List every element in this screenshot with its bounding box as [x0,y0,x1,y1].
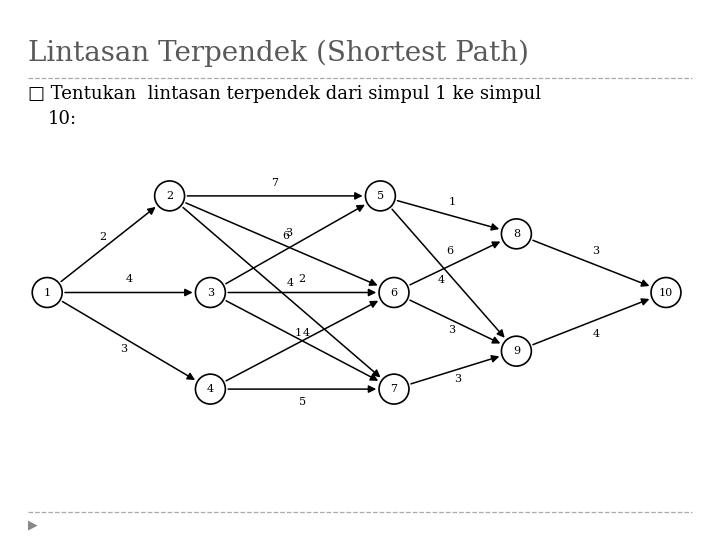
Text: 10: 10 [659,287,673,298]
Text: ▶: ▶ [28,518,37,531]
Text: 6: 6 [446,246,453,256]
Text: 4: 4 [593,329,600,339]
Circle shape [195,278,225,307]
Text: 3: 3 [285,228,292,238]
Text: 2: 2 [99,232,107,242]
Circle shape [501,336,531,366]
Text: 3: 3 [454,374,462,384]
Circle shape [155,181,184,211]
Text: 1: 1 [294,328,302,338]
Text: 3: 3 [593,246,600,256]
Text: 4: 4 [287,278,294,288]
Text: 4: 4 [303,328,310,338]
Text: Lintasan Terpendek (Shortest Path): Lintasan Terpendek (Shortest Path) [28,40,529,68]
Circle shape [195,374,225,404]
Circle shape [501,219,531,249]
Text: 2: 2 [299,274,306,285]
Text: 4: 4 [438,274,445,285]
Circle shape [366,181,395,211]
Text: 6: 6 [390,287,397,298]
Text: 4: 4 [207,384,214,394]
Text: 8: 8 [513,229,520,239]
Text: 4: 4 [125,274,132,285]
Circle shape [651,278,681,307]
Text: 10:: 10: [48,110,77,128]
Text: 7: 7 [390,384,397,394]
Text: 5: 5 [299,397,306,407]
Text: 3: 3 [121,343,127,354]
Circle shape [32,278,62,307]
Text: 2: 2 [166,191,174,201]
Text: 1: 1 [44,287,51,298]
Text: 1: 1 [449,197,456,207]
Circle shape [379,374,409,404]
Text: 3: 3 [207,287,214,298]
Circle shape [379,278,409,307]
Text: 9: 9 [513,346,520,356]
Text: 5: 5 [377,191,384,201]
Text: 7: 7 [271,178,279,188]
Text: □ Tentukan  lintasan terpendek dari simpul 1 ke simpul: □ Tentukan lintasan terpendek dari simpu… [28,85,541,103]
Text: 3: 3 [448,325,455,335]
Text: 6: 6 [282,231,289,241]
